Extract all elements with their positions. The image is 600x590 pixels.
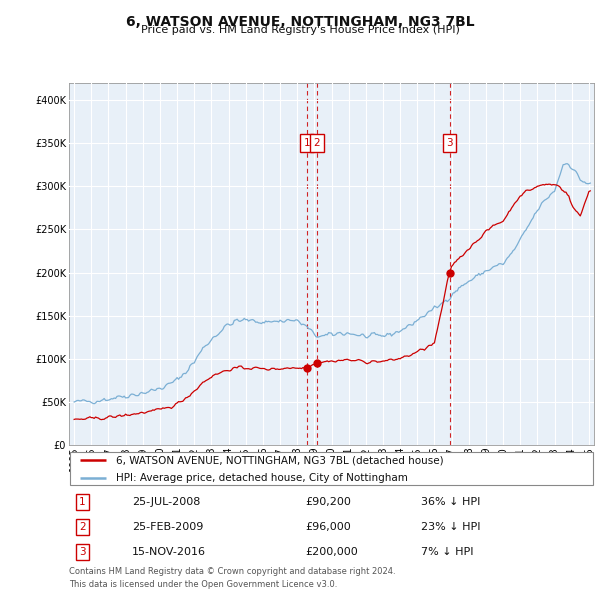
Text: 25-JUL-2008: 25-JUL-2008 [132, 497, 200, 507]
Text: HPI: Average price, detached house, City of Nottingham: HPI: Average price, detached house, City… [116, 473, 408, 483]
Text: 36% ↓ HPI: 36% ↓ HPI [421, 497, 480, 507]
Text: 7% ↓ HPI: 7% ↓ HPI [421, 547, 473, 556]
Text: This data is licensed under the Open Government Licence v3.0.: This data is licensed under the Open Gov… [69, 580, 337, 589]
Text: 1: 1 [79, 497, 85, 507]
Text: 3: 3 [446, 138, 453, 148]
Text: 6, WATSON AVENUE, NOTTINGHAM, NG3 7BL (detached house): 6, WATSON AVENUE, NOTTINGHAM, NG3 7BL (d… [116, 455, 444, 466]
Text: 23% ↓ HPI: 23% ↓ HPI [421, 522, 480, 532]
Text: 3: 3 [79, 547, 85, 556]
Text: 2: 2 [314, 138, 320, 148]
Text: 15-NOV-2016: 15-NOV-2016 [132, 547, 206, 556]
Text: Contains HM Land Registry data © Crown copyright and database right 2024.: Contains HM Land Registry data © Crown c… [69, 567, 395, 576]
Text: £90,200: £90,200 [305, 497, 351, 507]
FancyBboxPatch shape [70, 451, 593, 486]
Text: 1: 1 [304, 138, 310, 148]
Text: £96,000: £96,000 [305, 522, 351, 532]
Text: 25-FEB-2009: 25-FEB-2009 [132, 522, 203, 532]
Text: 2: 2 [79, 522, 85, 532]
Text: Price paid vs. HM Land Registry's House Price Index (HPI): Price paid vs. HM Land Registry's House … [140, 25, 460, 35]
Text: £200,000: £200,000 [305, 547, 358, 556]
Text: 6, WATSON AVENUE, NOTTINGHAM, NG3 7BL: 6, WATSON AVENUE, NOTTINGHAM, NG3 7BL [125, 15, 475, 29]
